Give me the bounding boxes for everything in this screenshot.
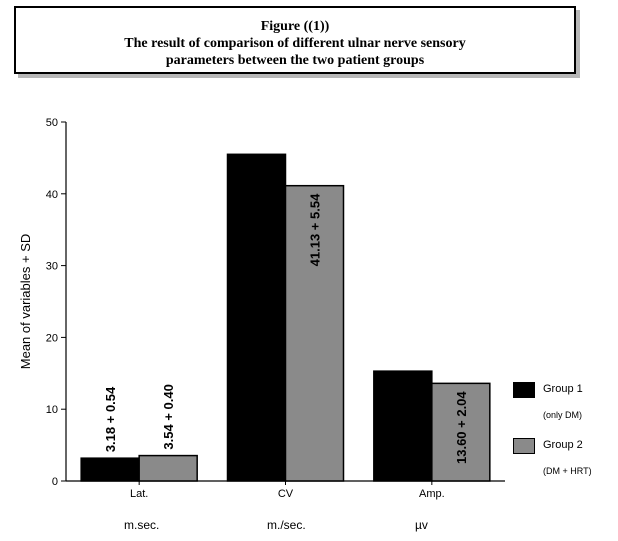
y-tick-label: 10	[46, 404, 58, 416]
bar-amp-series-1	[373, 370, 433, 482]
x-tick-label: Lat.	[130, 488, 148, 500]
data-label: 13.60 + 2.04	[454, 391, 469, 464]
legend-sub-group-1: (only DM)	[543, 410, 583, 420]
x-tick-label: CV	[278, 488, 294, 500]
data-label: 41.13 + 5.54	[308, 193, 323, 266]
legend-swatch-group-1	[513, 382, 535, 398]
legend-label-group-1: Group 1	[543, 383, 583, 395]
bar-lat-series-2	[138, 454, 198, 482]
y-axis-label: Mean of variables + SD	[18, 234, 33, 369]
figure-title-line-1: The result of comparison of different ul…	[124, 36, 466, 51]
bar-amp-series-2	[431, 382, 491, 482]
y-tick-label: 20	[46, 332, 58, 344]
y-tick-label: 40	[46, 189, 58, 201]
y-tick-label: 50	[46, 117, 58, 129]
y-tick-label: 0	[52, 476, 58, 488]
data-label: 3.54 + 0.40	[161, 384, 176, 449]
figure-title-line-2: parameters between the two patient group…	[165, 53, 425, 68]
bar-lat-series-1	[80, 457, 140, 482]
data-label: 3.18 + 0.54	[103, 386, 118, 452]
unit-amp: µv	[415, 518, 428, 532]
unit-lat: m.sec.	[124, 518, 160, 532]
y-tick-label: 30	[46, 261, 58, 273]
bar-cv-series-2	[284, 184, 345, 482]
bar-cv-series-1	[226, 153, 287, 482]
figure-number: Figure ((1))	[260, 19, 330, 34]
x-tick-label: Amp.	[419, 488, 445, 500]
legend-label-group-2: Group 2	[543, 439, 583, 451]
figure-title-box: Figure ((1)) The result of comparison of…	[14, 6, 576, 74]
legend-sub-group-2: (DM + HRT)	[543, 466, 592, 476]
legend-swatch-group-2	[513, 438, 535, 454]
unit-cv: m./sec.	[267, 518, 306, 532]
